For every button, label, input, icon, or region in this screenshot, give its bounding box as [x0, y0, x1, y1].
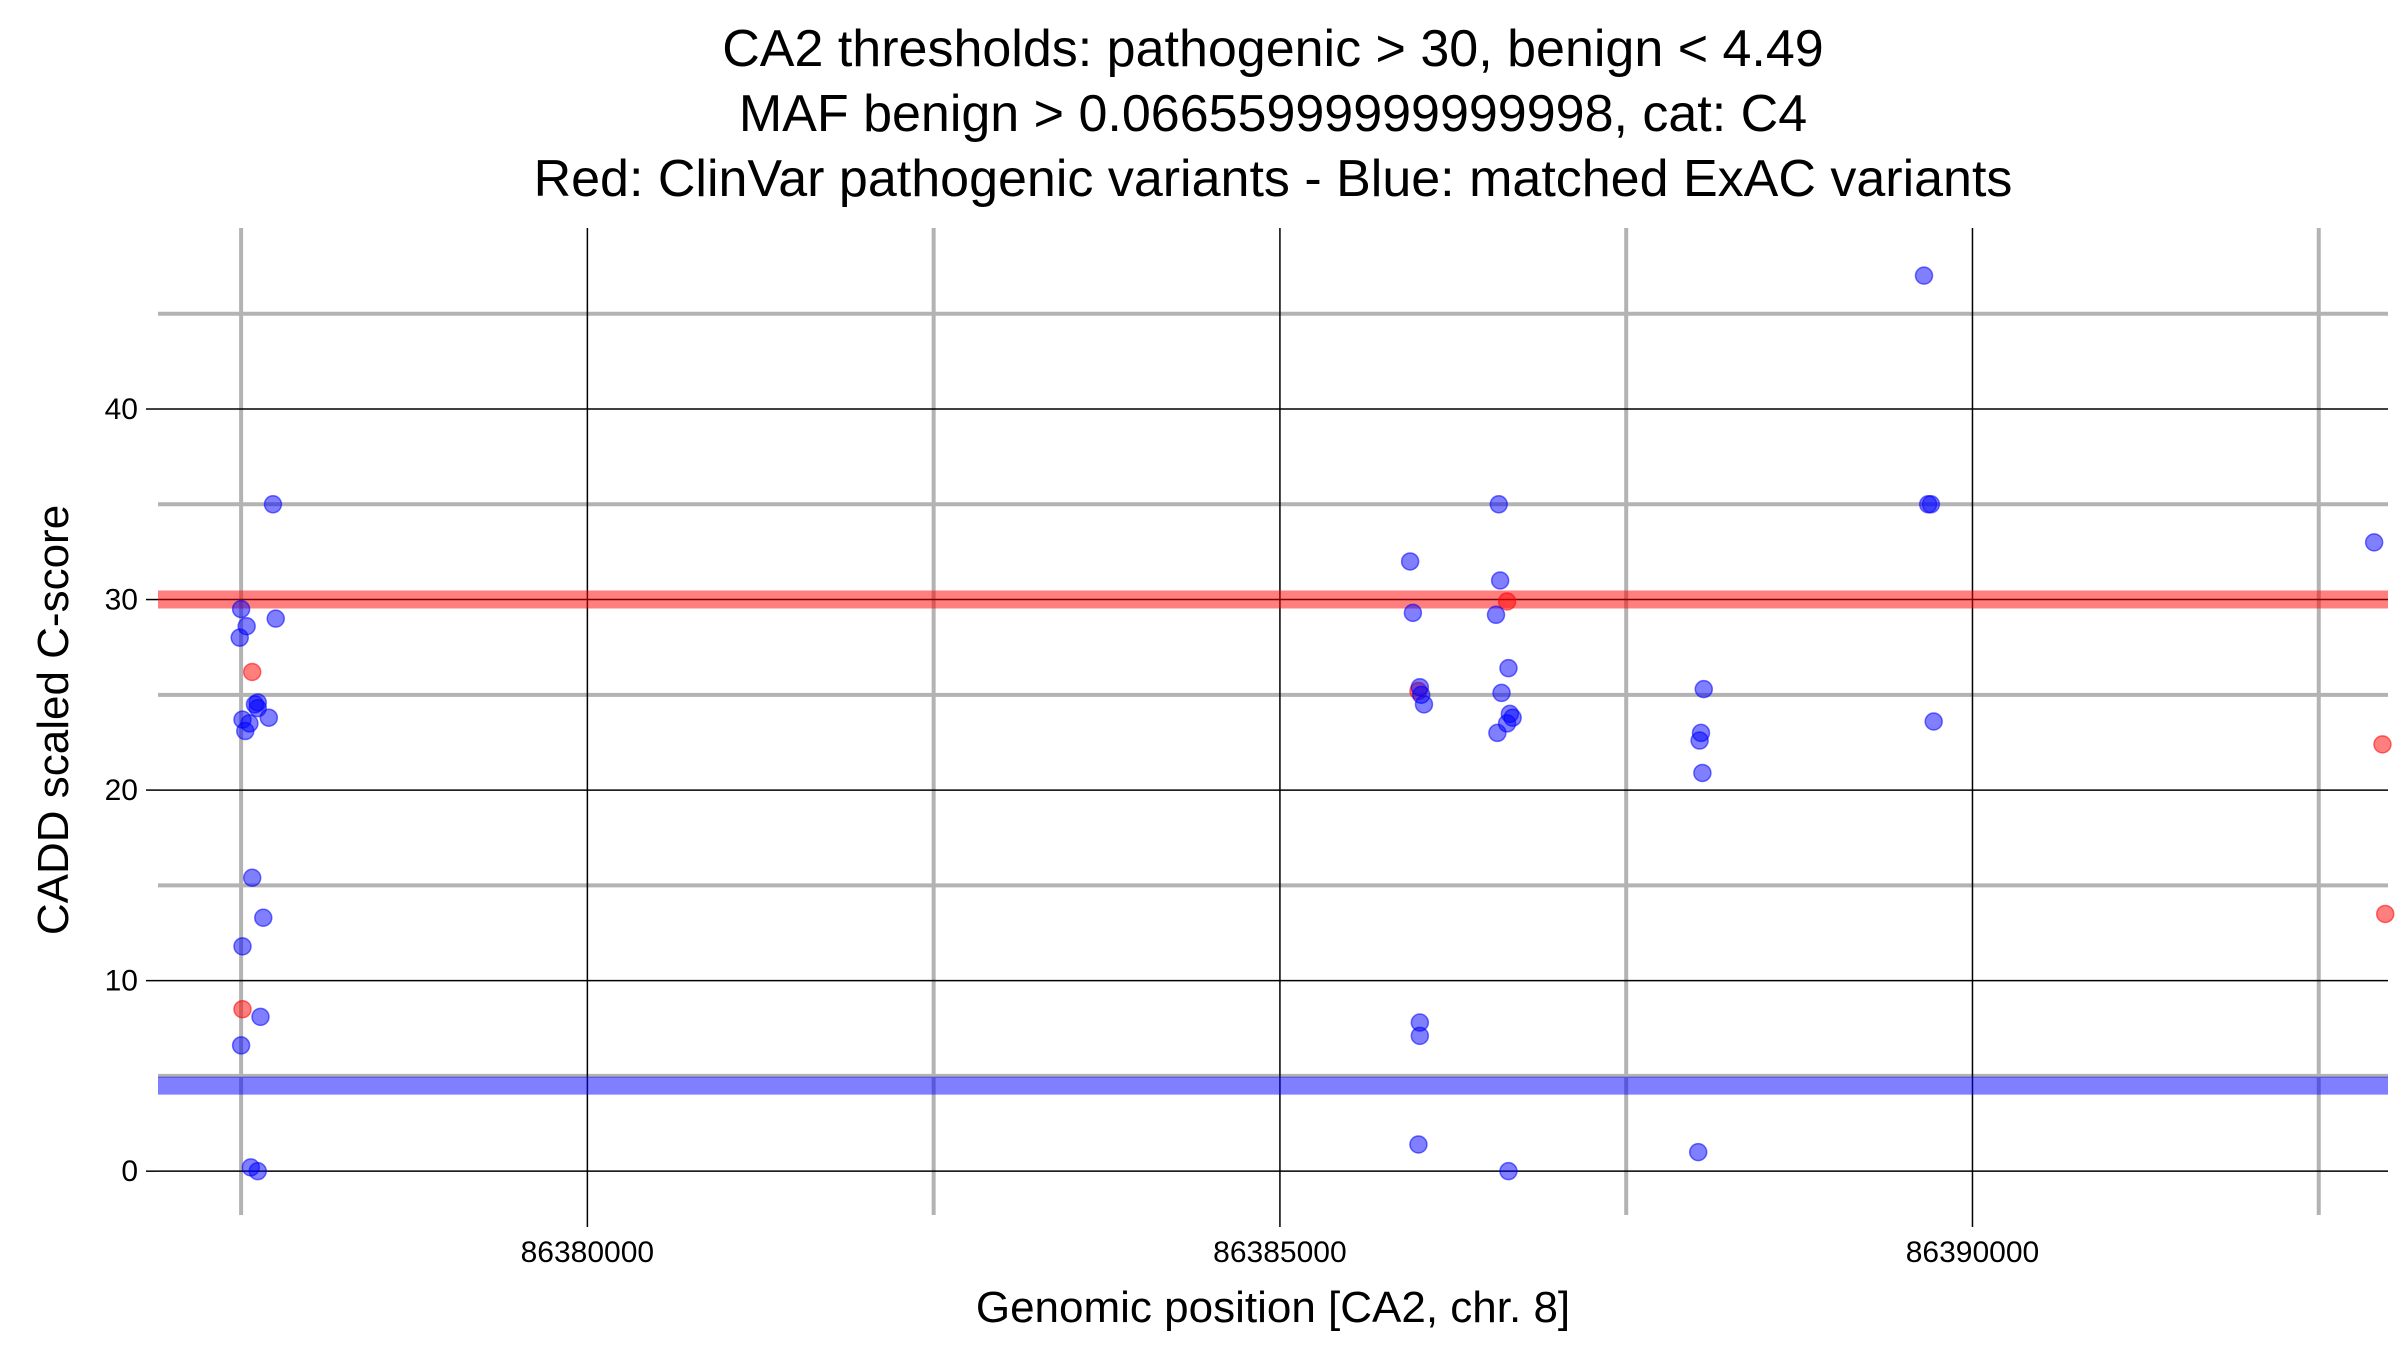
x-tick-label: 86380000: [521, 1236, 654, 1269]
x-axis-title: Genomic position [CA2, chr. 8]: [976, 1283, 1570, 1332]
exac-point: [1914, 266, 1934, 285]
exac-point: [1488, 723, 1507, 743]
exac-point: [245, 695, 265, 714]
y-axis-title: CADD scaled C-score: [29, 505, 78, 935]
ticks-layer: 0 10 20 30 40 86380000 86385000 86390000: [105, 393, 2040, 1269]
chart-title-line-3: Red: ClinVar pathogenic variants - Blue:…: [534, 150, 2013, 208]
clinvar-point: [2375, 904, 2395, 924]
exac-point: [1400, 552, 1420, 571]
exac-point: [1492, 683, 1511, 703]
exac-point: [266, 609, 285, 628]
exac-point: [237, 616, 256, 636]
exac-point: [1403, 603, 1423, 623]
exac-point: [231, 599, 251, 619]
exac-point: [2364, 533, 2384, 552]
exac-point: [1690, 731, 1709, 750]
chart-title-line-2: MAF benign > 0.06655999999999998, cat: C…: [739, 85, 1807, 143]
y-tick-label: 30: [105, 584, 138, 617]
y-tick-label: 40: [105, 393, 138, 426]
y-tick-label: 0: [121, 1155, 138, 1188]
clinvar-point: [233, 999, 252, 1019]
clinvar-point: [242, 662, 262, 682]
exac-point: [231, 1036, 251, 1055]
threshold-layer: [158, 590, 2388, 1095]
x-tick-label: 86390000: [1906, 1236, 2039, 1269]
exac-point: [236, 721, 255, 741]
exac-point: [1486, 605, 1506, 625]
grid-layer: [158, 228, 2388, 1215]
exac-point: [1499, 658, 1518, 678]
exac-point: [1489, 495, 1509, 514]
exac-point: [1688, 1142, 1708, 1162]
exac-point: [1409, 1135, 1428, 1154]
y-tick-label: 20: [105, 774, 138, 807]
exac-point: [1694, 679, 1714, 699]
exac-point: [259, 708, 279, 727]
y-tick-label: 10: [105, 965, 138, 998]
clinvar-point: [2373, 735, 2392, 754]
exac-point: [242, 868, 262, 887]
exac-point: [1499, 1161, 1518, 1181]
exac-point: [254, 908, 273, 928]
clinvar-point: [1497, 592, 1517, 611]
exac-point: [233, 937, 252, 956]
exac-point: [1693, 763, 1712, 783]
exac-point: [1410, 1026, 1430, 1046]
x-tick-label: 86385000: [1213, 1236, 1346, 1269]
chart-title-line-1: CA2 thresholds: pathogenic > 30, benign …: [722, 20, 1823, 78]
exac-point: [1490, 571, 1510, 590]
exac-point: [1921, 495, 1941, 514]
points-layer: [230, 266, 2395, 1181]
exac-point: [263, 495, 283, 514]
exac-point: [1924, 712, 1943, 731]
exac-point: [248, 1161, 267, 1181]
exac-point: [251, 1007, 270, 1027]
exac-point: [1414, 695, 1434, 714]
